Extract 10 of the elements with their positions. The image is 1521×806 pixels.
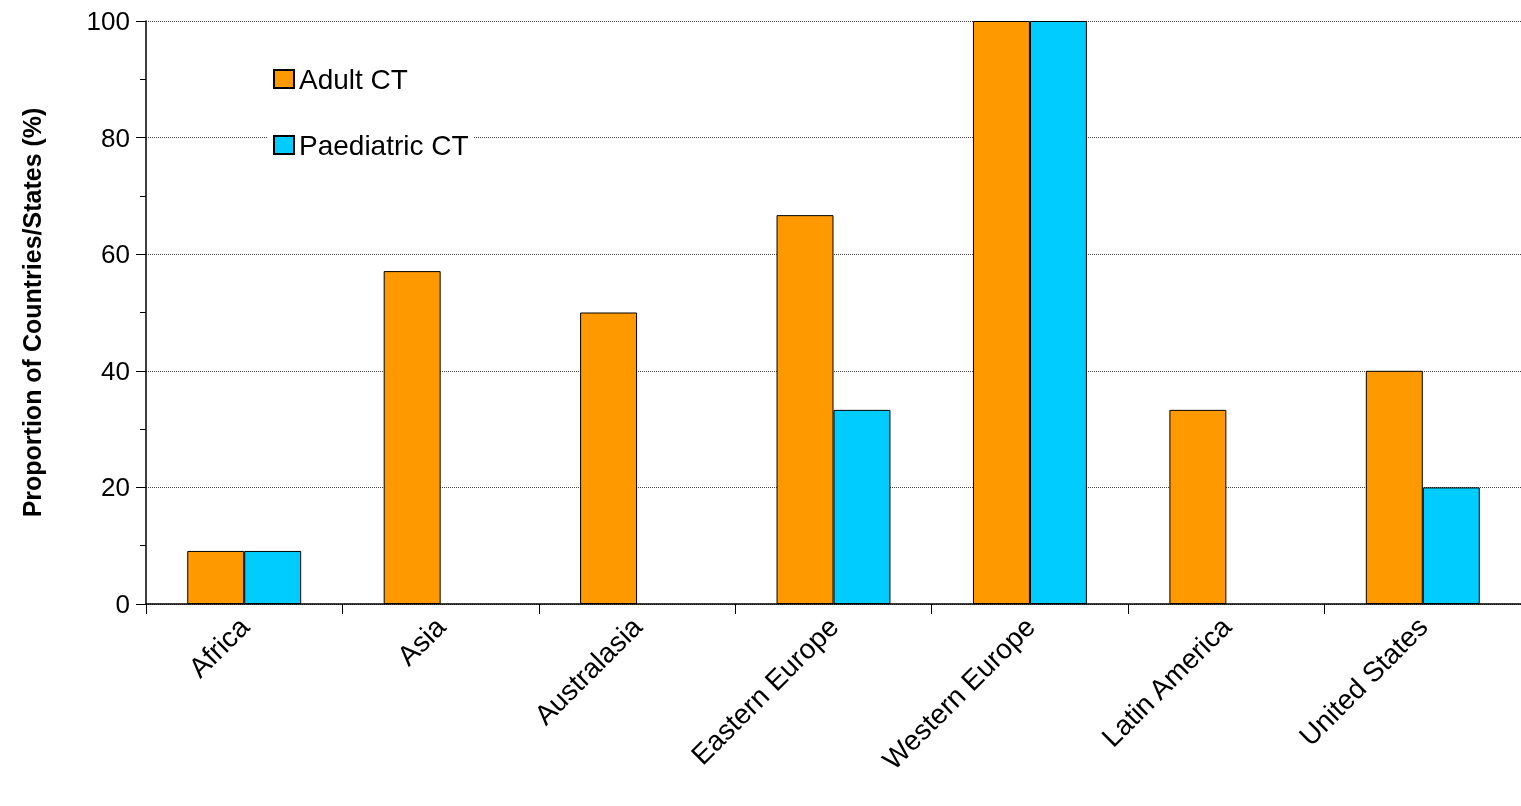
legend-label: Paediatric CT [299,129,469,161]
y-tick-label: 60 [101,239,130,270]
y-tick-label: 40 [101,355,130,386]
x-tick-label: Asia [391,610,452,672]
legend-label: Adult CT [299,63,408,95]
y-axis-title: Proportion of Countries/States (%) [17,107,46,518]
y-tick-label: 20 [101,472,130,503]
y-tick-label: 80 [101,122,130,153]
y-tick-label: 100 [86,6,130,36]
y-tick-label: 0 [115,589,130,619]
